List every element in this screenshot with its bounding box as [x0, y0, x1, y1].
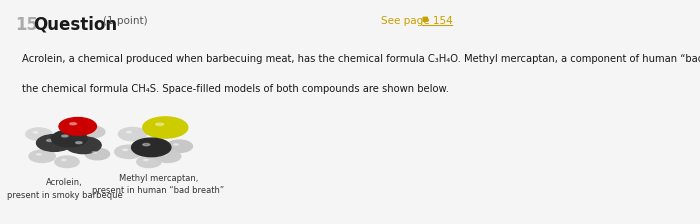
- Ellipse shape: [127, 131, 132, 133]
- Text: the chemical formula CH₄S. Space-filled models of both compounds are shown below: the chemical formula CH₄S. Space-filled …: [22, 84, 449, 94]
- Circle shape: [29, 150, 55, 162]
- Circle shape: [80, 126, 105, 138]
- Ellipse shape: [33, 131, 38, 133]
- Circle shape: [155, 150, 181, 162]
- Ellipse shape: [36, 154, 41, 155]
- Text: Acrolein, a chemical produced when barbecuing meat, has the chemical formula C₃H: Acrolein, a chemical produced when barbe…: [22, 54, 700, 65]
- Text: See page 154: See page 154: [381, 16, 452, 26]
- Circle shape: [143, 117, 188, 138]
- Ellipse shape: [70, 123, 76, 125]
- Circle shape: [26, 128, 52, 140]
- Text: Acrolein,: Acrolein,: [46, 178, 83, 187]
- Text: Question: Question: [33, 16, 118, 34]
- Circle shape: [115, 145, 143, 158]
- Text: 15: 15: [15, 16, 38, 34]
- Circle shape: [132, 138, 171, 157]
- Text: present in smoky barbeque: present in smoky barbeque: [7, 191, 122, 200]
- Circle shape: [59, 118, 97, 135]
- Circle shape: [166, 140, 193, 153]
- Ellipse shape: [155, 123, 164, 126]
- Ellipse shape: [92, 152, 97, 153]
- Ellipse shape: [144, 159, 148, 161]
- Ellipse shape: [76, 142, 82, 144]
- Ellipse shape: [143, 144, 150, 146]
- Circle shape: [136, 156, 161, 168]
- Text: Methyl mercaptan,: Methyl mercaptan,: [118, 174, 198, 183]
- Circle shape: [66, 137, 101, 154]
- Ellipse shape: [62, 135, 68, 137]
- Ellipse shape: [47, 140, 53, 142]
- Ellipse shape: [162, 154, 167, 155]
- Circle shape: [118, 127, 146, 141]
- Circle shape: [85, 148, 110, 160]
- Text: (1 point): (1 point): [104, 16, 148, 26]
- Text: ■: ■: [421, 16, 428, 22]
- Ellipse shape: [62, 159, 66, 161]
- Circle shape: [55, 156, 79, 168]
- Text: present in human “bad breath”: present in human “bad breath”: [92, 186, 224, 195]
- Ellipse shape: [122, 149, 128, 151]
- Ellipse shape: [174, 144, 178, 145]
- Circle shape: [36, 135, 72, 151]
- Ellipse shape: [88, 129, 92, 131]
- Circle shape: [52, 130, 87, 147]
